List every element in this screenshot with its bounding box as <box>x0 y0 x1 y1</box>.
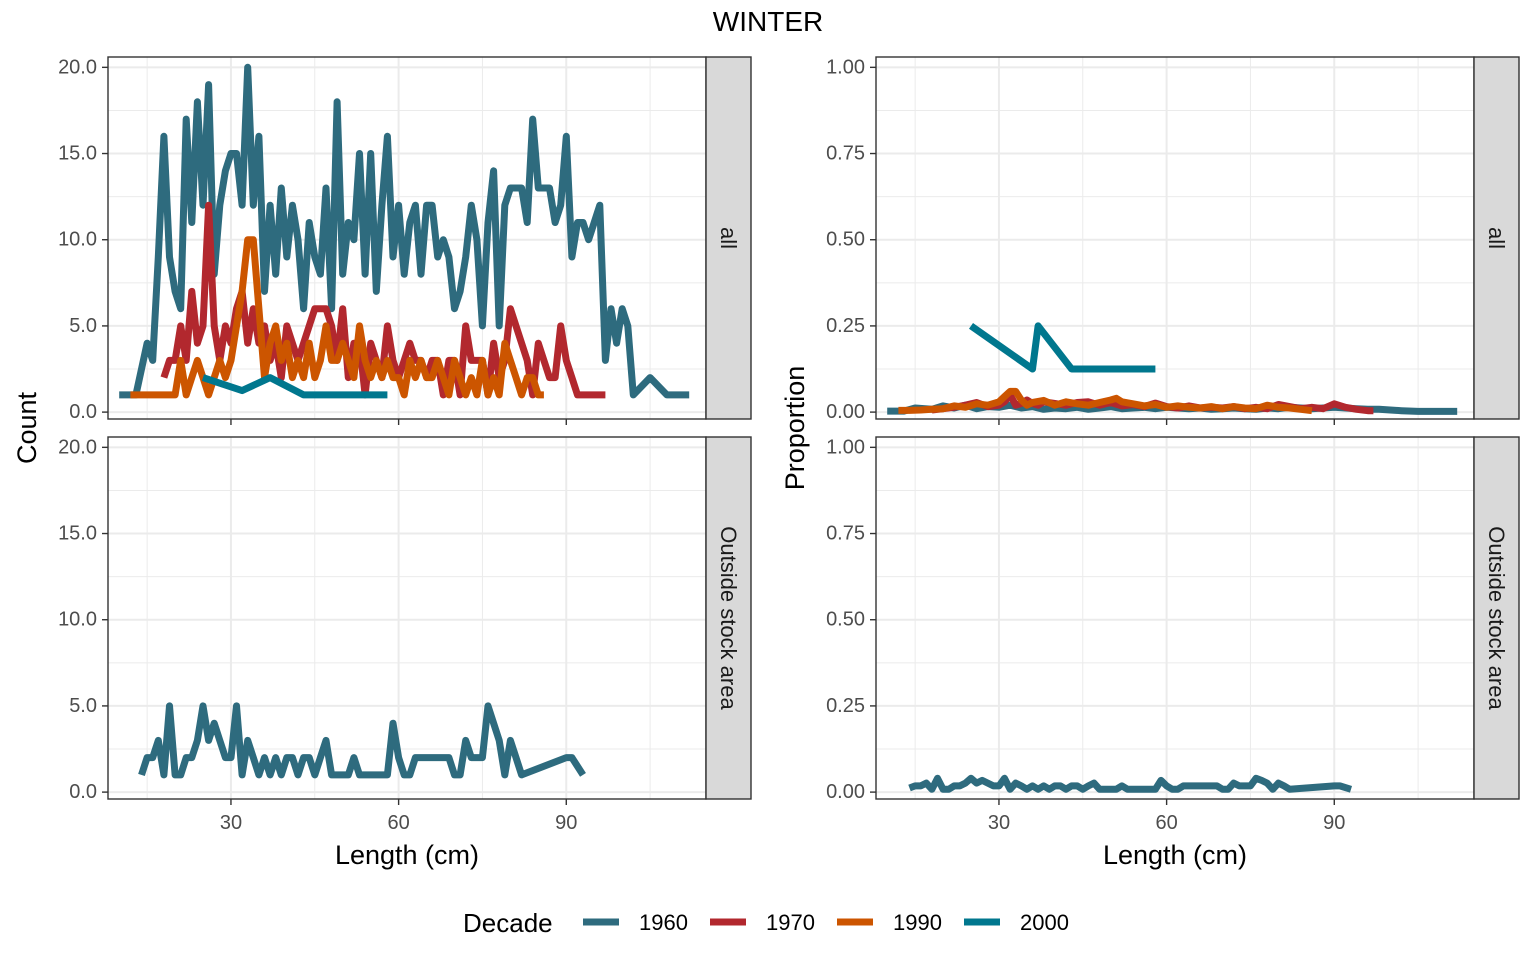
legend-label: 2000 <box>1020 910 1069 935</box>
panels-layer: all 0.0 5.0 10.0 15.0 20.0 Outside stock area 0… <box>12 56 1520 870</box>
facet-strip <box>705 436 752 800</box>
facet-strip <box>705 56 752 420</box>
y-tick-label: 15.0 <box>58 143 97 165</box>
facet-strip <box>1473 436 1520 800</box>
series-line-1990 <box>130 236 544 399</box>
series-line-1960 <box>119 63 690 399</box>
panel-proportion-all: all 0.00 0.25 0.50 0.75 1.00 <box>826 56 1520 425</box>
y-tick-label: 0.25 <box>826 315 865 337</box>
facet-strip-label: all <box>716 227 741 249</box>
series-line-2000 <box>968 322 1156 373</box>
legend-item-2000: 2000 <box>964 910 1069 935</box>
x-axis-title: Length (cm) <box>335 840 479 870</box>
y-tick-label: 0.50 <box>826 229 865 251</box>
x-tick-label: 60 <box>1155 812 1177 834</box>
panel-count-all: all 0.0 5.0 10.0 15.0 20.0 <box>58 56 752 425</box>
legend-item-1960: 1960 <box>583 910 688 935</box>
y-tick-label: 0.75 <box>826 523 865 545</box>
y-tick-label: 15.0 <box>58 523 97 545</box>
y-tick-label: 20.0 <box>58 56 97 78</box>
y-axis-title: Proportion <box>780 366 810 491</box>
x-tick-label: 30 <box>220 812 242 834</box>
y-tick-label: 5.0 <box>69 315 97 337</box>
series-line-1990 <box>898 387 1313 415</box>
y-tick-label: 1.00 <box>826 436 865 458</box>
x-tick-label: 90 <box>555 812 577 834</box>
facet-strip-label: Outside stock area <box>716 526 741 710</box>
x-tick-label: 60 <box>387 812 409 834</box>
panel-background <box>876 437 1474 799</box>
legend-title: Decade <box>463 908 553 938</box>
y-tick-label: 0.50 <box>826 609 865 631</box>
x-tick-label: 30 <box>988 812 1010 834</box>
y-tick-label: 0.0 <box>69 781 97 803</box>
legend-label: 1990 <box>893 910 942 935</box>
y-tick-label: 0.75 <box>826 143 865 165</box>
x-tick-label: 90 <box>1323 812 1345 834</box>
legend: Decade 1960 1970 1990 2000 <box>463 908 1069 938</box>
series-line-1960 <box>908 774 1353 793</box>
legend-item-1990: 1990 <box>837 910 942 935</box>
facet-strip <box>1473 56 1520 420</box>
y-tick-label: 0.0 <box>69 401 97 423</box>
y-axis-title: Count <box>12 391 42 464</box>
y-tick-label: 0.25 <box>826 695 865 717</box>
panel-proportion-outside: Outside stock area 0.00 0.25 0.50 0.75 1.00 30… <box>826 436 1520 834</box>
x-axis-title: Length (cm) <box>1103 840 1247 870</box>
facet-strip-label: Outside stock area <box>1484 526 1509 710</box>
y-tick-label: 5.0 <box>69 695 97 717</box>
y-tick-label: 0.00 <box>826 781 865 803</box>
panel-background <box>876 57 1474 419</box>
y-tick-label: 10.0 <box>58 229 97 251</box>
panel-count-outside: Outside stock area 0.0 5.0 10.0 15.0 20.0 30 60… <box>58 436 752 834</box>
facet-strip-label: all <box>1484 227 1509 249</box>
series-line-1960 <box>138 702 586 779</box>
series-line-2000 <box>201 374 388 399</box>
y-tick-label: 20.0 <box>58 436 97 458</box>
legend-item-1970: 1970 <box>710 910 815 935</box>
y-tick-label: 0.00 <box>826 401 865 423</box>
chart-title: WINTER <box>713 6 823 37</box>
legend-label: 1970 <box>766 910 815 935</box>
y-tick-label: 10.0 <box>58 609 97 631</box>
y-tick-label: 1.00 <box>826 56 865 78</box>
legend-label: 1960 <box>639 910 688 935</box>
